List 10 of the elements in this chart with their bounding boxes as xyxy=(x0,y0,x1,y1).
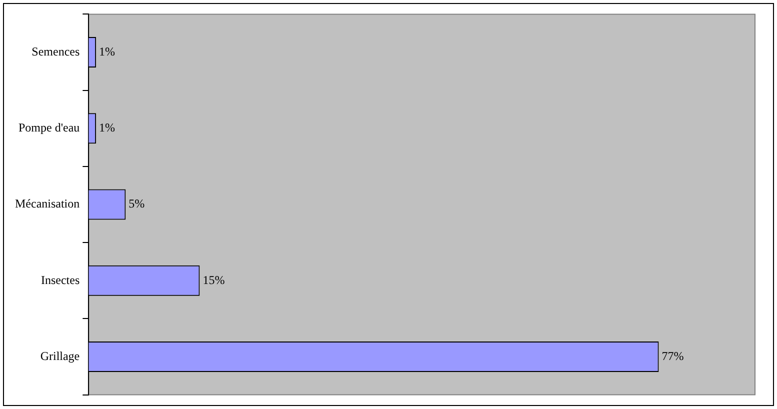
data-label: 5% xyxy=(128,196,145,211)
y-tick-label: Grillage xyxy=(40,348,80,363)
y-tick-label: Insectes xyxy=(40,272,80,287)
data-label: 77% xyxy=(662,348,684,363)
data-label: 15% xyxy=(202,272,225,287)
y-tick-label: Semences xyxy=(32,44,80,58)
data-label: 1% xyxy=(99,120,116,135)
data-label: 1% xyxy=(99,44,116,58)
y-tick-label: Mécanisation xyxy=(14,196,80,211)
y-tick-label: Pompe d'eau xyxy=(18,120,80,135)
